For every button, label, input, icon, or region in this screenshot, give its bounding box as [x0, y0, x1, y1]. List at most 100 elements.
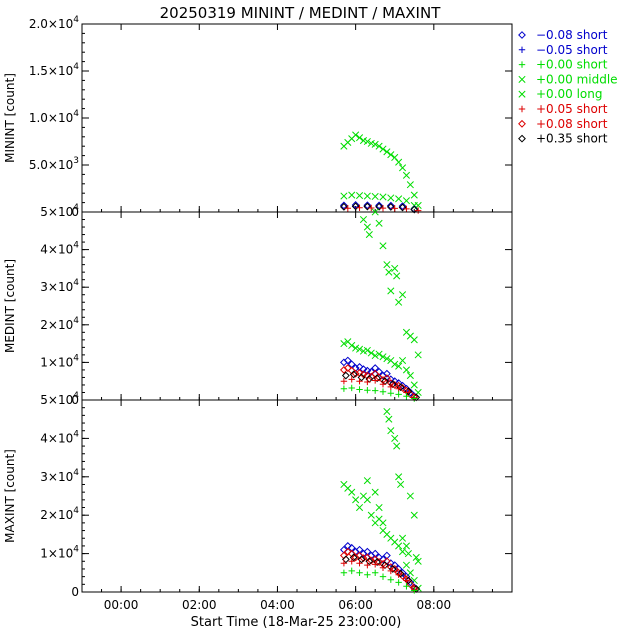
- legend-entry: +0.05 short: [536, 102, 608, 116]
- data-point: [390, 377, 399, 386]
- data-point: [395, 195, 403, 203]
- data-point: [406, 181, 414, 189]
- data-point: [341, 371, 350, 380]
- y-tick-label: 0: [71, 585, 79, 599]
- data-point: [348, 384, 355, 392]
- plot-frame: [81, 23, 513, 213]
- panel-2: 0 1×104 2×104 3×104 4×104 5×104 MEDINT [count]: [3, 203, 513, 407]
- data-point: [375, 558, 383, 566]
- data-point: [395, 158, 403, 166]
- data-point: [379, 193, 387, 201]
- data-point: [348, 567, 355, 575]
- data-point: [379, 353, 387, 361]
- x-tick-label: 06:00: [338, 598, 373, 612]
- data-point: [379, 204, 387, 212]
- data-point: [349, 553, 358, 562]
- data-point: [391, 264, 399, 272]
- data-point: [404, 550, 412, 558]
- series-group: [363, 407, 422, 565]
- data-point: [344, 205, 352, 212]
- panel-3: 00:00 02:00 04:00 06:00 08:00 0 1×104 2×104 3×10…: [3, 391, 513, 612]
- data-point: [388, 380, 397, 389]
- data-point: [398, 534, 407, 542]
- legend-entry: −0.08 short: [536, 28, 608, 42]
- data-point: [395, 579, 402, 586]
- data-point: [385, 268, 393, 276]
- legend-marker: [518, 105, 526, 113]
- series-group: [340, 480, 422, 592]
- y-tick-label: 2×104: [40, 316, 79, 332]
- data-point: [391, 360, 399, 368]
- data-point: [412, 553, 420, 561]
- data-point: [356, 204, 363, 211]
- y-tick-label: 2.0×104: [29, 15, 79, 31]
- data-point: [343, 364, 352, 372]
- data-point: [386, 203, 395, 211]
- data-point: [363, 366, 372, 375]
- y-axis-label: MININT [count]: [3, 73, 17, 163]
- data-point: [352, 131, 360, 139]
- data-point: [359, 215, 368, 224]
- data-point: [371, 208, 379, 216]
- data-point: [406, 372, 414, 380]
- y-axis-label: MEDINT [count]: [3, 259, 17, 353]
- data-point: [356, 378, 363, 385]
- data-point: [410, 205, 419, 214]
- data-point: [406, 390, 415, 399]
- data-point: [363, 346, 371, 354]
- data-point: [340, 201, 348, 210]
- data-point: [387, 194, 395, 202]
- data-point: [349, 370, 358, 379]
- data-point: [398, 291, 407, 299]
- y-tick-label: 1×104: [40, 545, 79, 561]
- data-point: [383, 261, 391, 269]
- data-point: [379, 381, 387, 388]
- data-point: [375, 142, 383, 150]
- data-point: [367, 511, 375, 519]
- data-point: [411, 587, 418, 594]
- data-point: [402, 542, 411, 550]
- data-point: [351, 202, 360, 211]
- data-point: [355, 503, 364, 512]
- data-point: [373, 374, 382, 383]
- x-axis-label: Start Time (18-Mar-25 23:00:00): [191, 615, 402, 630]
- data-point: [379, 388, 387, 395]
- y-axis-label: MAXINT [count]: [3, 449, 17, 543]
- legend-entry: +0.00 short: [536, 58, 608, 72]
- data-point: [363, 201, 372, 210]
- data-point: [356, 569, 363, 576]
- legend-marker: [518, 90, 526, 98]
- data-point: [393, 272, 401, 280]
- data-point: [351, 364, 360, 372]
- data-point: [410, 381, 418, 389]
- data-point: [357, 373, 366, 382]
- data-point: [391, 434, 399, 442]
- data-point: [357, 555, 366, 564]
- data-point: [397, 480, 405, 489]
- legend-marker: [518, 119, 526, 128]
- y-tick-label: 1×104: [40, 353, 79, 369]
- data-point: [364, 378, 371, 386]
- series-group: [341, 553, 421, 593]
- data-point: [414, 351, 422, 359]
- data-point: [403, 577, 410, 584]
- data-point: [355, 191, 364, 200]
- data-point: [410, 191, 418, 199]
- data-point: [383, 407, 391, 416]
- data-point: [387, 427, 395, 435]
- y-tick-label: 5×104: [40, 203, 79, 219]
- legend: −0.08 short−0.05 short+0.00 short+0.00 m…: [518, 28, 618, 146]
- data-point: [371, 364, 380, 372]
- data-point: [391, 205, 398, 212]
- data-point: [356, 560, 363, 567]
- data-point: [348, 488, 356, 496]
- data-point: [390, 565, 399, 573]
- data-point: [395, 571, 402, 578]
- series-group: [340, 567, 418, 594]
- y-tick-label: 5×104: [40, 391, 79, 407]
- data-point: [383, 148, 391, 156]
- legend-marker: [518, 46, 526, 53]
- data-point: [371, 140, 379, 148]
- data-point: [355, 134, 364, 142]
- data-point: [364, 387, 371, 394]
